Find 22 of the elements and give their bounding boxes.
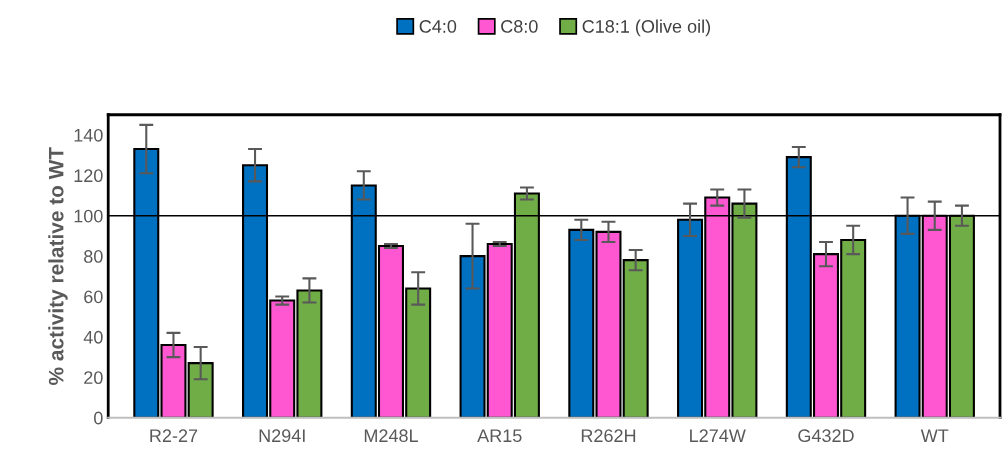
x-tick-label: R262H	[581, 429, 636, 443]
y-tick-label: 100	[74, 209, 103, 223]
legend-label: C8:0	[501, 20, 538, 33]
x-tick-label: AR15	[477, 429, 522, 443]
x-tick-label: G432D	[798, 429, 854, 443]
legend-label: C18:1 (Olive oil)	[582, 19, 711, 37]
y-tick-label: 20	[84, 371, 103, 385]
legend-label: C4:0	[419, 20, 457, 33]
x-tick-label: M248L	[364, 429, 418, 443]
y-tick-label: 80	[84, 250, 103, 263]
y-tick-label: 40	[83, 330, 103, 344]
bar	[622, 259, 649, 418]
y-tick-label: 120	[74, 169, 103, 183]
bar	[187, 362, 214, 418]
y-tick-label: 0	[94, 411, 103, 425]
y-tick-label: 60	[84, 290, 103, 304]
x-tick-label: WT	[920, 429, 949, 442]
y-axis-title: % activity relative to WT	[48, 147, 68, 385]
y-tick-label: 140	[74, 128, 103, 142]
x-tick-label: N294I	[259, 429, 305, 443]
x-tick-label: L274W	[690, 429, 746, 442]
x-tick-label: R2-27	[150, 429, 198, 442]
